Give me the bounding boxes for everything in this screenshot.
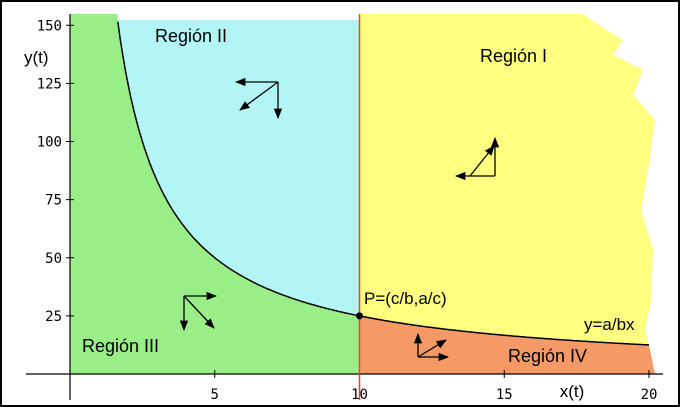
y-tick-label: 50	[45, 251, 62, 267]
region-i-diagonal-arrow	[469, 145, 495, 177]
curve-label: y=a/bx	[584, 315, 635, 334]
x-tick-label: 20	[641, 387, 658, 403]
y-tick-label: 25	[45, 309, 62, 325]
region-ii-diagonal-arrow	[239, 81, 279, 111]
hyperbola-curve	[117, 21, 650, 346]
direction-arrows	[179, 77, 500, 362]
x-axis-label: x(t)	[560, 382, 585, 401]
y-tick-label: 100	[37, 135, 62, 151]
y-tick-label: 125	[37, 76, 62, 92]
region-i-fill	[359, 14, 655, 345]
region-iii-diagonal-arrow	[183, 295, 215, 329]
y-tick-label: 150	[37, 18, 62, 34]
x-tick-label: 15	[496, 387, 513, 403]
y-tick-label: 75	[45, 193, 62, 209]
region-iv-label: Región IV	[508, 346, 587, 366]
y-axis-label: y(t)	[24, 48, 49, 67]
region-i-label: Región I	[480, 46, 547, 66]
region-iv-fill	[359, 315, 655, 374]
equilibrium-label: P=(c/b,a/c)	[364, 289, 447, 308]
region-ii-fill	[117, 20, 360, 316]
region-iii-label: Región III	[82, 336, 159, 356]
region-iv-diagonal-arrow	[417, 339, 447, 358]
region-ii-label: Región II	[155, 26, 227, 46]
region-iii-fill	[70, 14, 360, 374]
x-tick-label: 5	[211, 387, 219, 403]
equilibrium-point	[356, 312, 363, 320]
